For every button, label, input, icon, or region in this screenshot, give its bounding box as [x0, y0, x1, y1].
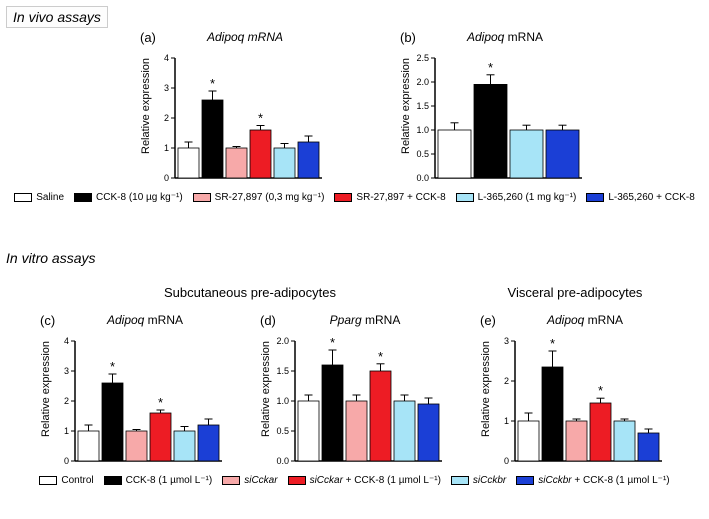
svg-text:2: 2 [164, 113, 169, 123]
legend-in-vitro: Control CCK-8 (1 µmol L⁻¹) siCckar siCckar … [0, 475, 709, 486]
subhead-vis: Visceral pre-adipocytes [475, 285, 675, 300]
svg-text:*: * [598, 383, 603, 398]
section-in-vivo: In vivo assays [6, 6, 108, 28]
legend-item-l365_cck8: siCckbr + CCK-8 (1 µmol L⁻¹) [516, 475, 669, 486]
svg-text:*: * [158, 395, 163, 410]
legend-label-sr_cck8: siCckar + CCK-8 (1 µmol L⁻¹) [310, 475, 441, 486]
svg-text:4: 4 [64, 336, 69, 346]
svg-e: 0 1 2 3 * * [480, 333, 670, 473]
legend-item-sr_cck8: SR-27,897 + CCK-8 [334, 192, 445, 203]
svg-text:1.5: 1.5 [416, 101, 429, 111]
svg-d: 0.0 0.5 1.0 1.5 2.0 * * [260, 333, 450, 473]
legend-item-sr: siCckar [222, 475, 277, 486]
svg-text:2.0: 2.0 [276, 336, 289, 346]
legend-label-l365_cck8: siCckbr + CCK-8 (1 µmol L⁻¹) [538, 475, 669, 486]
legend-item-l365_cck8: L-365,260 + CCK-8 [586, 192, 694, 203]
swatch-sr [193, 193, 211, 202]
svg-text:0.5: 0.5 [276, 426, 289, 436]
swatch-l365_cck8 [586, 193, 604, 202]
svg-text:2: 2 [64, 396, 69, 406]
svg-text:*: * [210, 76, 215, 91]
legend-item-l365: siCckbr [451, 475, 506, 486]
svg-text:2: 2 [504, 376, 509, 386]
chart-d: (d) Pparg mRNA Relative expression 0.00.… [260, 305, 450, 445]
legend-in-vivo: Saline CCK-8 (10 µg kg⁻¹) SR-27,897 (0,3 m… [0, 192, 709, 203]
legend-item-cck8: CCK-8 (10 µg kg⁻¹) [74, 192, 183, 203]
swatch-l365 [456, 193, 474, 202]
svg-text:*: * [330, 335, 335, 350]
in-vitro-label: In vitro assays [6, 250, 95, 266]
swatch-l365 [451, 476, 469, 485]
svg-text:1.0: 1.0 [416, 125, 429, 135]
swatch-sr_cck8 [334, 193, 352, 202]
svg-text:1: 1 [504, 416, 509, 426]
svg-text:*: * [110, 359, 115, 374]
svg-text:2.5: 2.5 [416, 53, 429, 63]
legend-label-saline: Saline [36, 192, 64, 203]
row-in-vitro: (c) Adipoq mRNA Relative expression 0123… [40, 305, 670, 445]
legend-label-saline: Control [61, 475, 93, 486]
svg-text:0.0: 0.0 [416, 173, 429, 183]
svg-text:0: 0 [164, 173, 169, 183]
svg-text:*: * [488, 60, 493, 75]
svg-text:2.0: 2.0 [416, 77, 429, 87]
title-a: Adipoq mRNA [150, 30, 340, 44]
legend-label-sr_cck8: SR-27,897 + CCK-8 [356, 192, 445, 203]
svg-text:4: 4 [164, 53, 169, 63]
chart-b: (b) Adipoq mRNA Relative expression 0.00… [400, 22, 590, 162]
svg-text:0.5: 0.5 [416, 149, 429, 159]
svg-text:3: 3 [504, 336, 509, 346]
subhead-sub: Subcutaneous pre-adipocytes [60, 285, 440, 300]
svg-text:*: * [258, 111, 263, 126]
swatch-l365_cck8 [516, 476, 534, 485]
legend-item-saline: Control [39, 475, 93, 486]
in-vivo-label: In vivo assays [6, 6, 108, 28]
legend-item-sr: SR-27,897 (0,3 mg kg⁻¹) [193, 192, 325, 203]
legend-label-l365: siCckbr [473, 475, 506, 486]
legend-label-sr: siCckar [244, 475, 277, 486]
svg-text:1: 1 [164, 143, 169, 153]
svg-text:*: * [550, 336, 555, 351]
svg-b: 0.0 0.5 1.0 1.5 2.0 2.5 * [400, 50, 590, 190]
svg-text:1: 1 [64, 426, 69, 436]
title-b: Adipoq mRNA [410, 30, 600, 44]
legend-label-cck8: CCK-8 (10 µg kg⁻¹) [96, 192, 183, 203]
chart-a: (a) Adipoq mRNA Relative expression 0123… [140, 22, 330, 162]
title-c: Adipoq mRNA [50, 313, 240, 327]
svg-a: 0 1 2 3 4 * * [140, 50, 330, 190]
svg-c: 0 1 2 3 4 * * [40, 333, 230, 473]
svg-text:1.0: 1.0 [276, 396, 289, 406]
svg-text:0: 0 [64, 456, 69, 466]
swatch-saline [14, 193, 32, 202]
legend-label-l365_cck8: L-365,260 + CCK-8 [608, 192, 694, 203]
legend-item-cck8: CCK-8 (1 µmol L⁻¹) [104, 475, 213, 486]
chart-c: (c) Adipoq mRNA Relative expression 0123… [40, 305, 230, 445]
title-e: Adipoq mRNA [490, 313, 680, 327]
legend-label-l365: L-365,260 (1 mg kg⁻¹) [478, 192, 577, 203]
svg-text:*: * [378, 349, 383, 364]
legend-label-sr: SR-27,897 (0,3 mg kg⁻¹) [215, 192, 325, 203]
svg-text:3: 3 [64, 366, 69, 376]
swatch-sr_cck8 [288, 476, 306, 485]
svg-text:1.5: 1.5 [276, 366, 289, 376]
swatch-cck8 [104, 476, 122, 485]
legend-label-cck8: CCK-8 (1 µmol L⁻¹) [126, 475, 213, 486]
svg-text:3: 3 [164, 83, 169, 93]
title-d: Pparg mRNA [270, 313, 460, 327]
section-in-vitro: In vitro assays [6, 250, 95, 268]
svg-text:0.0: 0.0 [276, 456, 289, 466]
legend-item-saline: Saline [14, 192, 64, 203]
legend-item-sr_cck8: siCckar + CCK-8 (1 µmol L⁻¹) [288, 475, 441, 486]
legend-item-l365: L-365,260 (1 mg kg⁻¹) [456, 192, 577, 203]
swatch-sr [222, 476, 240, 485]
swatch-cck8 [74, 193, 92, 202]
chart-e: (e) Adipoq mRNA Relative expression 0123… [480, 305, 670, 445]
svg-text:0: 0 [504, 456, 509, 466]
row-in-vivo: (a) Adipoq mRNA Relative expression 0123… [140, 22, 590, 162]
swatch-saline [39, 476, 57, 485]
